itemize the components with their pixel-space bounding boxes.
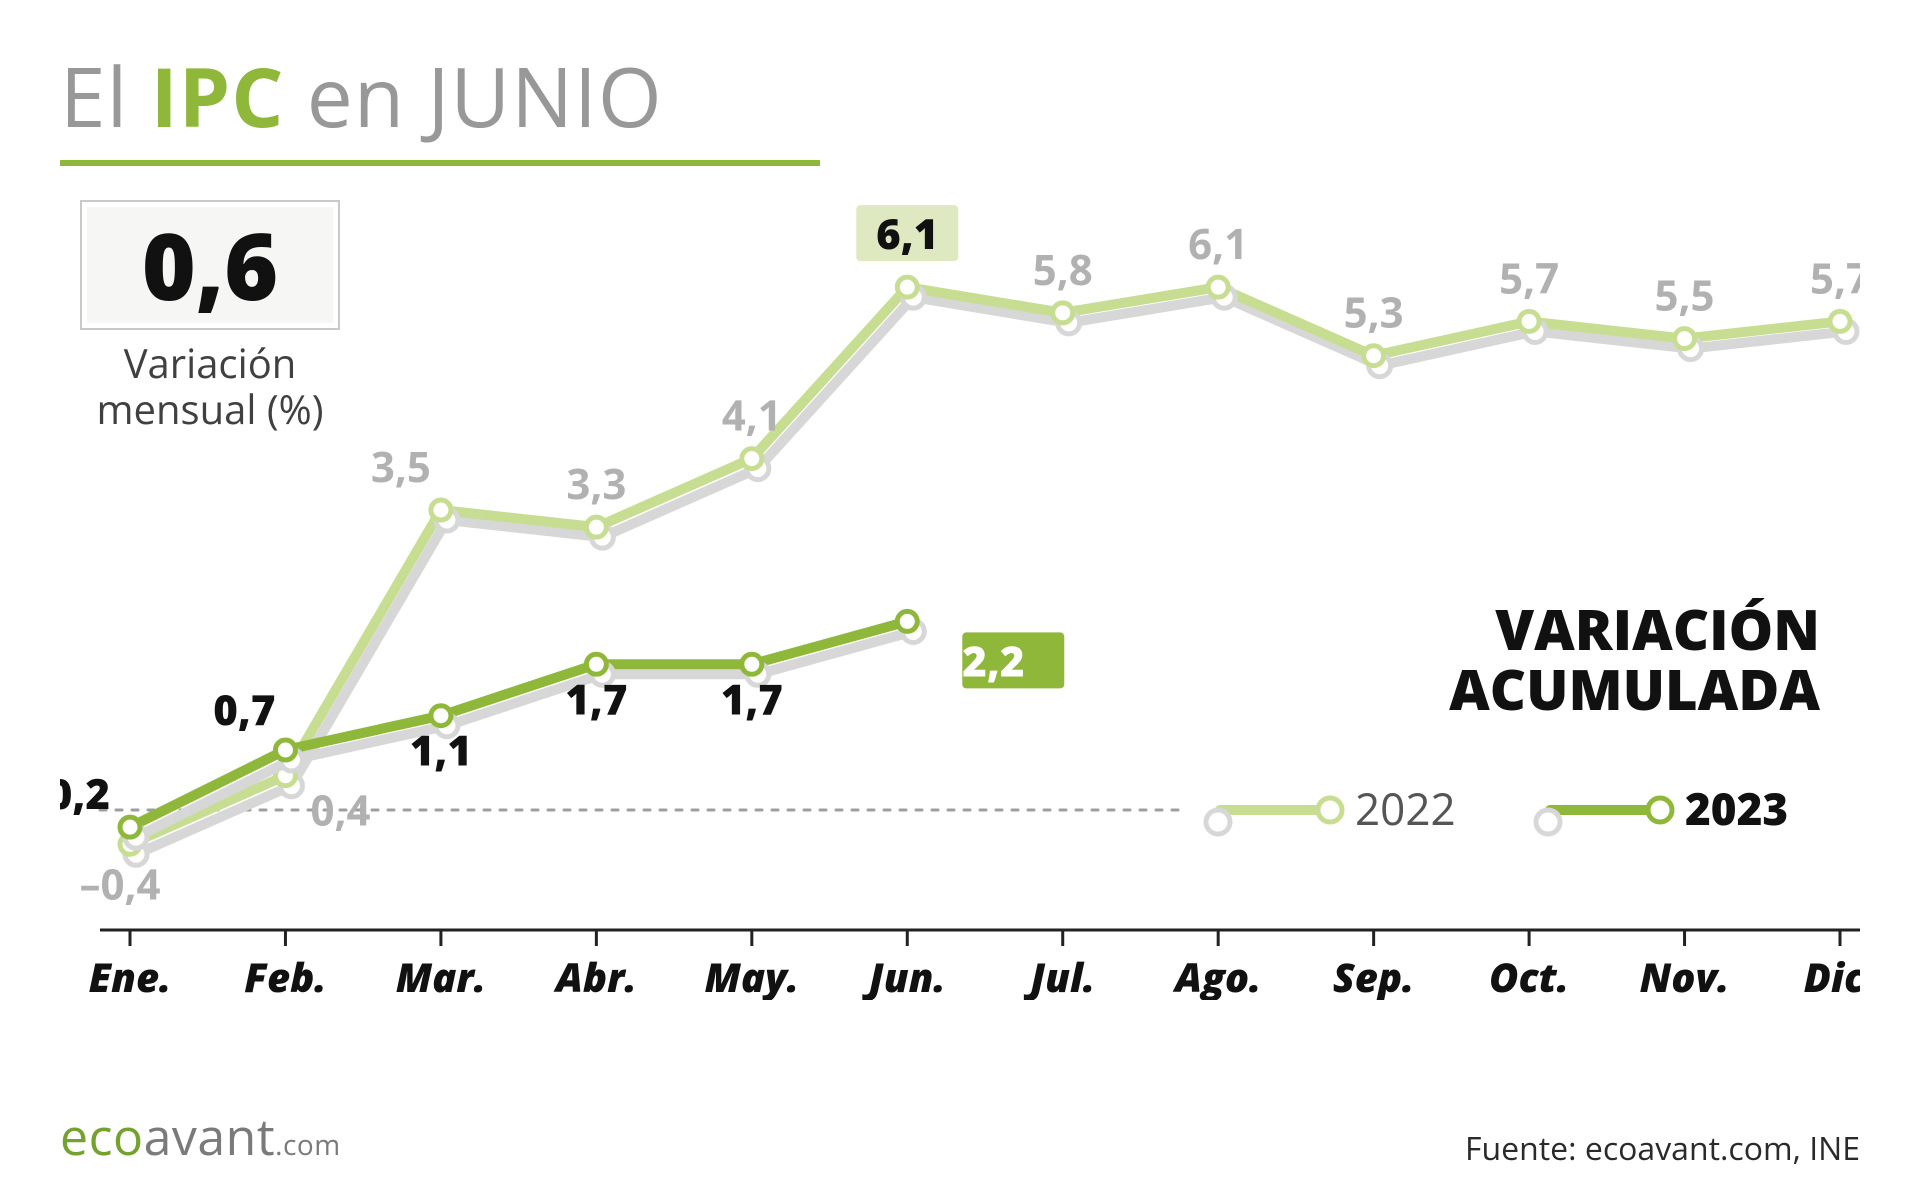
svg-text:May.: May. — [704, 949, 799, 1000]
svg-text:ACUMULADA: ACUMULADA — [1449, 651, 1820, 727]
svg-text:Mar.: Mar. — [396, 949, 486, 1000]
svg-text:Abr.: Abr. — [553, 949, 637, 1000]
title-post: en JUNIO — [284, 40, 662, 152]
svg-text:3,3: 3,3 — [566, 455, 626, 512]
title-accent: IPC — [151, 40, 285, 152]
title-underline — [60, 160, 820, 166]
svg-text:2022: 2022 — [1355, 778, 1456, 838]
svg-text:6,1: 6,1 — [876, 205, 938, 262]
svg-text:Ago.: Ago. — [1172, 949, 1261, 1000]
svg-text:Jul.: Jul. — [1023, 949, 1095, 1000]
footer: ecoavant.com Fuente: ecoavant.com, INE — [60, 1102, 1860, 1170]
svg-text:Oct.: Oct. — [1489, 949, 1569, 1000]
logo-dotcom: .com — [275, 1126, 341, 1164]
svg-text:5,8: 5,8 — [1033, 241, 1093, 298]
svg-text:Sep.: Sep. — [1333, 949, 1415, 1000]
svg-text:5,7: 5,7 — [1499, 249, 1559, 306]
svg-text:4,1: 4,1 — [722, 387, 782, 444]
svg-text:6,1: 6,1 — [1188, 215, 1248, 272]
svg-text:1,7: 1,7 — [565, 670, 627, 727]
svg-text:0,7: 0,7 — [213, 681, 275, 738]
title-pre: El — [60, 40, 151, 152]
logo-eco: eco — [60, 1102, 144, 1170]
svg-text:1,7: 1,7 — [721, 670, 783, 727]
chart-svg: –0,4 0,4 3,5 3,3 4,1 6,1 5,8 6,1 5,3 5,7 5,5 5,7 –0,… — [60, 170, 1860, 1000]
svg-text:–0,4: –0,4 — [79, 855, 160, 912]
svg-text:5,7: 5,7 — [1810, 249, 1860, 306]
svg-text:2023: 2023 — [1685, 778, 1788, 838]
chart: –0,4 0,4 3,5 3,3 4,1 6,1 5,8 6,1 5,3 5,7 5,5 5,7 –0,… — [60, 170, 1860, 1000]
svg-text:Ene.: Ene. — [89, 949, 172, 1000]
svg-text:Feb.: Feb. — [244, 949, 326, 1000]
svg-text:0,4: 0,4 — [310, 782, 370, 839]
svg-text:5,5: 5,5 — [1655, 267, 1715, 324]
svg-text:Jun.: Jun. — [862, 949, 946, 1000]
source-text: Fuente: ecoavant.com, INE — [1465, 1127, 1860, 1170]
logo-avant: avant — [144, 1102, 276, 1170]
svg-text:2,2: 2,2 — [962, 632, 1024, 689]
svg-text:1,1: 1,1 — [410, 722, 472, 779]
page-title: El IPC en JUNIO — [60, 40, 1860, 152]
svg-text:Dic.: Dic. — [1804, 949, 1860, 1000]
svg-text:Nov.: Nov. — [1640, 949, 1730, 1000]
svg-text:–0,2: –0,2 — [60, 765, 110, 822]
svg-text:3,5: 3,5 — [371, 438, 431, 495]
svg-text:5,3: 5,3 — [1344, 284, 1404, 341]
brand-logo: ecoavant.com — [60, 1102, 341, 1170]
